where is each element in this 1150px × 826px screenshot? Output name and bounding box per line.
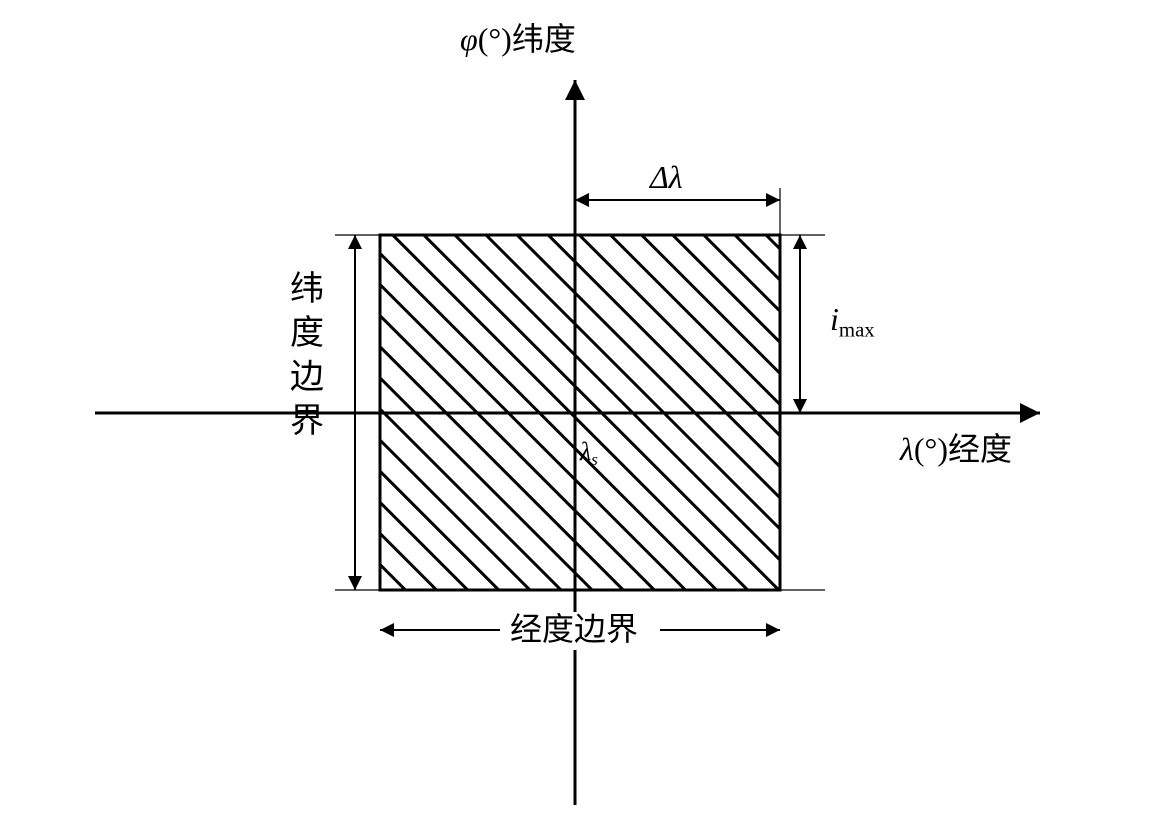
delta-lambda-label: Δλ [648,159,683,195]
y-axis-label: φ(°)纬度 [460,21,576,57]
coordinate-diagram: φ(°)纬度λ(°)经度Δλimax经度边界纬度边界λs [0,0,1150,826]
latitude-boundary-label: 边 [290,359,324,396]
longitude-boundary-label: 经度边界 [510,611,638,647]
latitude-boundary-label: 纬 [290,270,324,308]
latitude-boundary-label: 界 [290,403,324,440]
x-axis-label: λ(°)经度 [899,431,1012,467]
imax-label: imax [830,301,875,341]
latitude-boundary-label: 度 [290,314,324,352]
